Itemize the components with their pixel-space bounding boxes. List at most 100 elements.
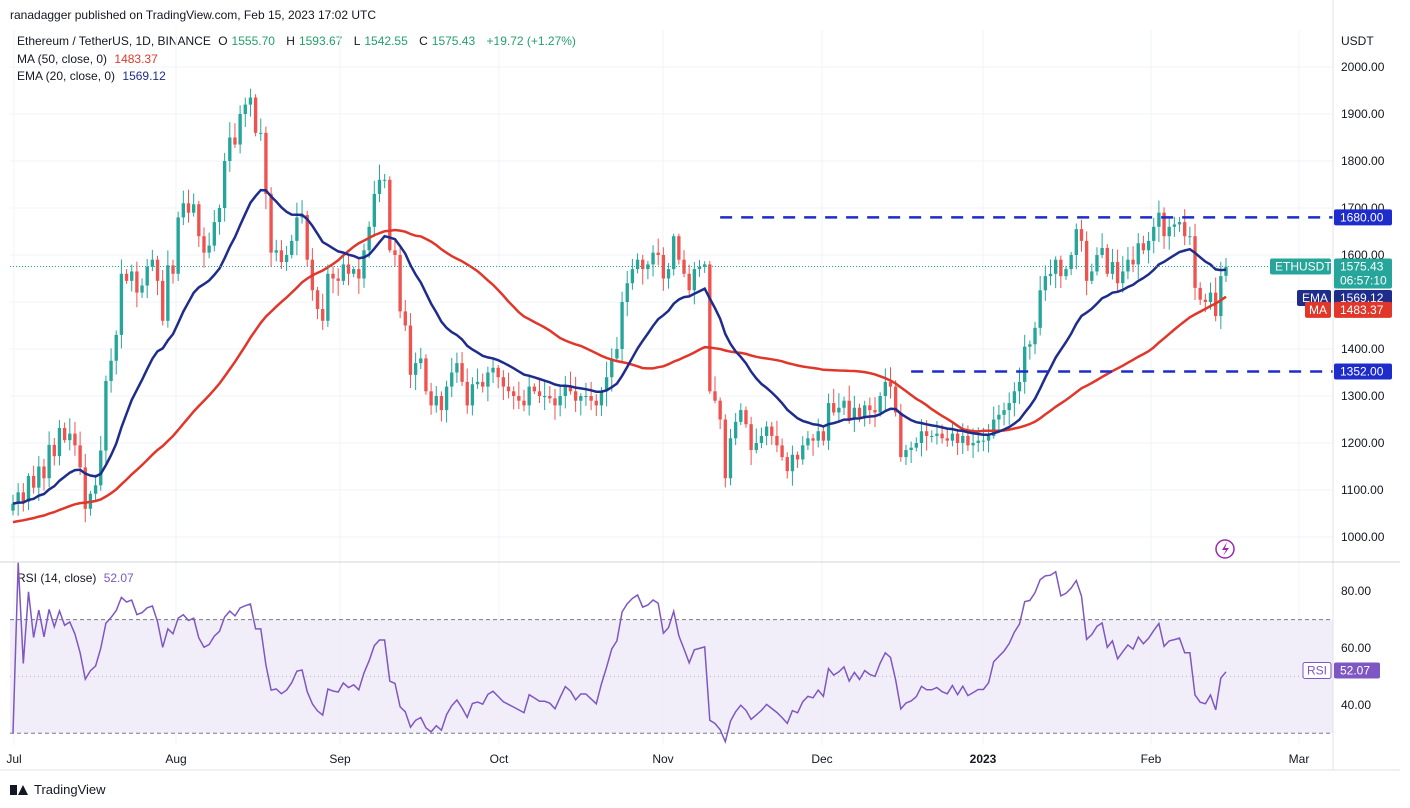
candle-body bbox=[279, 250, 284, 263]
candle-body bbox=[961, 435, 965, 443]
time-tick-label: Feb bbox=[1141, 752, 1162, 766]
ma-badge-tag bbox=[1305, 301, 1331, 318]
candle-body bbox=[372, 193, 376, 227]
candle-body bbox=[615, 349, 619, 359]
candle-body bbox=[181, 203, 186, 218]
tradingview-branding[interactable]: TradingView bbox=[10, 782, 106, 797]
candle-body bbox=[1177, 222, 1182, 225]
candle-body bbox=[842, 400, 846, 408]
ema-legend[interactable]: EMA (20, close, 0) 1569.12 bbox=[17, 69, 170, 83]
candle-body bbox=[351, 269, 356, 274]
candle-body bbox=[73, 433, 77, 446]
candle-body bbox=[42, 466, 46, 479]
candle-body bbox=[99, 450, 103, 486]
candle-body bbox=[924, 431, 929, 436]
candle-body bbox=[403, 311, 407, 326]
candle-body bbox=[155, 259, 160, 281]
candle-body bbox=[806, 438, 810, 446]
candle-body bbox=[883, 381, 888, 396]
candle-body bbox=[790, 454, 795, 472]
candle-body bbox=[130, 271, 134, 281]
candle-body bbox=[124, 273, 129, 281]
candle-body bbox=[269, 193, 273, 253]
candle-body bbox=[754, 443, 758, 451]
candle-body bbox=[491, 367, 495, 373]
candle-body bbox=[1043, 276, 1048, 291]
candle-body bbox=[377, 179, 382, 194]
candle-body bbox=[811, 438, 815, 441]
candle-body bbox=[413, 363, 418, 375]
candle-body bbox=[646, 264, 650, 270]
candle-body bbox=[749, 424, 753, 451]
candle-body bbox=[1167, 226, 1171, 237]
candle-body bbox=[604, 377, 609, 392]
candle-body bbox=[733, 421, 738, 439]
rsi-line bbox=[12, 562, 1227, 745]
candle-body bbox=[481, 381, 485, 387]
candle-body bbox=[1172, 224, 1177, 227]
candle-body bbox=[992, 419, 996, 436]
price-tick-label: 1000.00 bbox=[1341, 530, 1385, 544]
candle-body bbox=[1188, 236, 1192, 238]
candle-body bbox=[589, 396, 593, 401]
rsi-badge bbox=[1334, 662, 1380, 679]
candle-body bbox=[1002, 410, 1006, 415]
candle-body bbox=[444, 386, 449, 411]
rsi-legend-label: RSI (14, close) bbox=[17, 571, 97, 585]
candle-body bbox=[341, 264, 346, 281]
ma-legend-value: 1483.37 bbox=[114, 52, 158, 66]
candle-body bbox=[1028, 344, 1032, 347]
candle-body bbox=[517, 396, 521, 401]
candle-body bbox=[1105, 247, 1109, 274]
candle-body bbox=[1084, 240, 1089, 281]
candle-body bbox=[88, 493, 93, 509]
time-tick-label: Mar bbox=[1289, 752, 1310, 766]
lightning-icon[interactable] bbox=[1215, 539, 1235, 559]
candle-body bbox=[238, 114, 242, 145]
candle-body bbox=[191, 204, 196, 213]
currency-label: USDT bbox=[1341, 34, 1374, 48]
rsi-legend[interactable]: RSI (14, close) 52.07 bbox=[17, 571, 138, 585]
candle-body bbox=[47, 444, 51, 479]
ma-badge-name: MA bbox=[1309, 303, 1327, 317]
ma-legend[interactable]: MA (50, close, 0) 1483.37 bbox=[17, 52, 162, 66]
candle-body bbox=[104, 380, 108, 451]
candle-body bbox=[228, 137, 232, 161]
candle-body bbox=[290, 240, 294, 255]
price-badge-value: 1575.43 bbox=[1340, 260, 1384, 274]
candle-body bbox=[429, 391, 433, 406]
candle-body bbox=[1131, 259, 1135, 265]
tradingview-logo-icon bbox=[10, 783, 28, 797]
candle-body bbox=[398, 255, 402, 312]
candle-body bbox=[1064, 269, 1068, 277]
candle-body bbox=[259, 132, 263, 134]
ema-legend-label: EMA (20, close, 0) bbox=[17, 69, 116, 83]
candle-body bbox=[1141, 243, 1146, 251]
level-badge-label: 1680.00 bbox=[1340, 210, 1384, 224]
candle-body bbox=[868, 405, 872, 411]
candle-body bbox=[1213, 292, 1218, 317]
candle-body bbox=[1136, 243, 1140, 265]
candle-body bbox=[460, 363, 464, 382]
candle-body bbox=[713, 391, 717, 401]
candle-body bbox=[532, 386, 537, 392]
candle-body bbox=[486, 372, 490, 387]
price-tick-label: 1300.00 bbox=[1341, 389, 1385, 403]
candle-body bbox=[295, 217, 299, 241]
candle-body bbox=[981, 440, 986, 442]
candle-body bbox=[770, 426, 774, 436]
candle-body bbox=[1208, 292, 1213, 302]
candle-body bbox=[656, 252, 660, 255]
candle-body bbox=[780, 445, 784, 458]
symbol-name[interactable]: Ethereum / TetherUS, 1D, BINANCE bbox=[17, 34, 211, 48]
candle-body bbox=[1162, 212, 1166, 237]
candle-body bbox=[548, 396, 552, 399]
candle-body bbox=[935, 433, 939, 436]
price-tick-label: 1400.00 bbox=[1341, 342, 1385, 356]
ma-badge-value: 1483.37 bbox=[1340, 303, 1384, 317]
candle-body bbox=[739, 410, 743, 422]
publish-caption: ranadagger published on TradingView.com,… bbox=[10, 8, 377, 22]
candle-body bbox=[37, 466, 41, 488]
candle-body bbox=[171, 265, 175, 274]
